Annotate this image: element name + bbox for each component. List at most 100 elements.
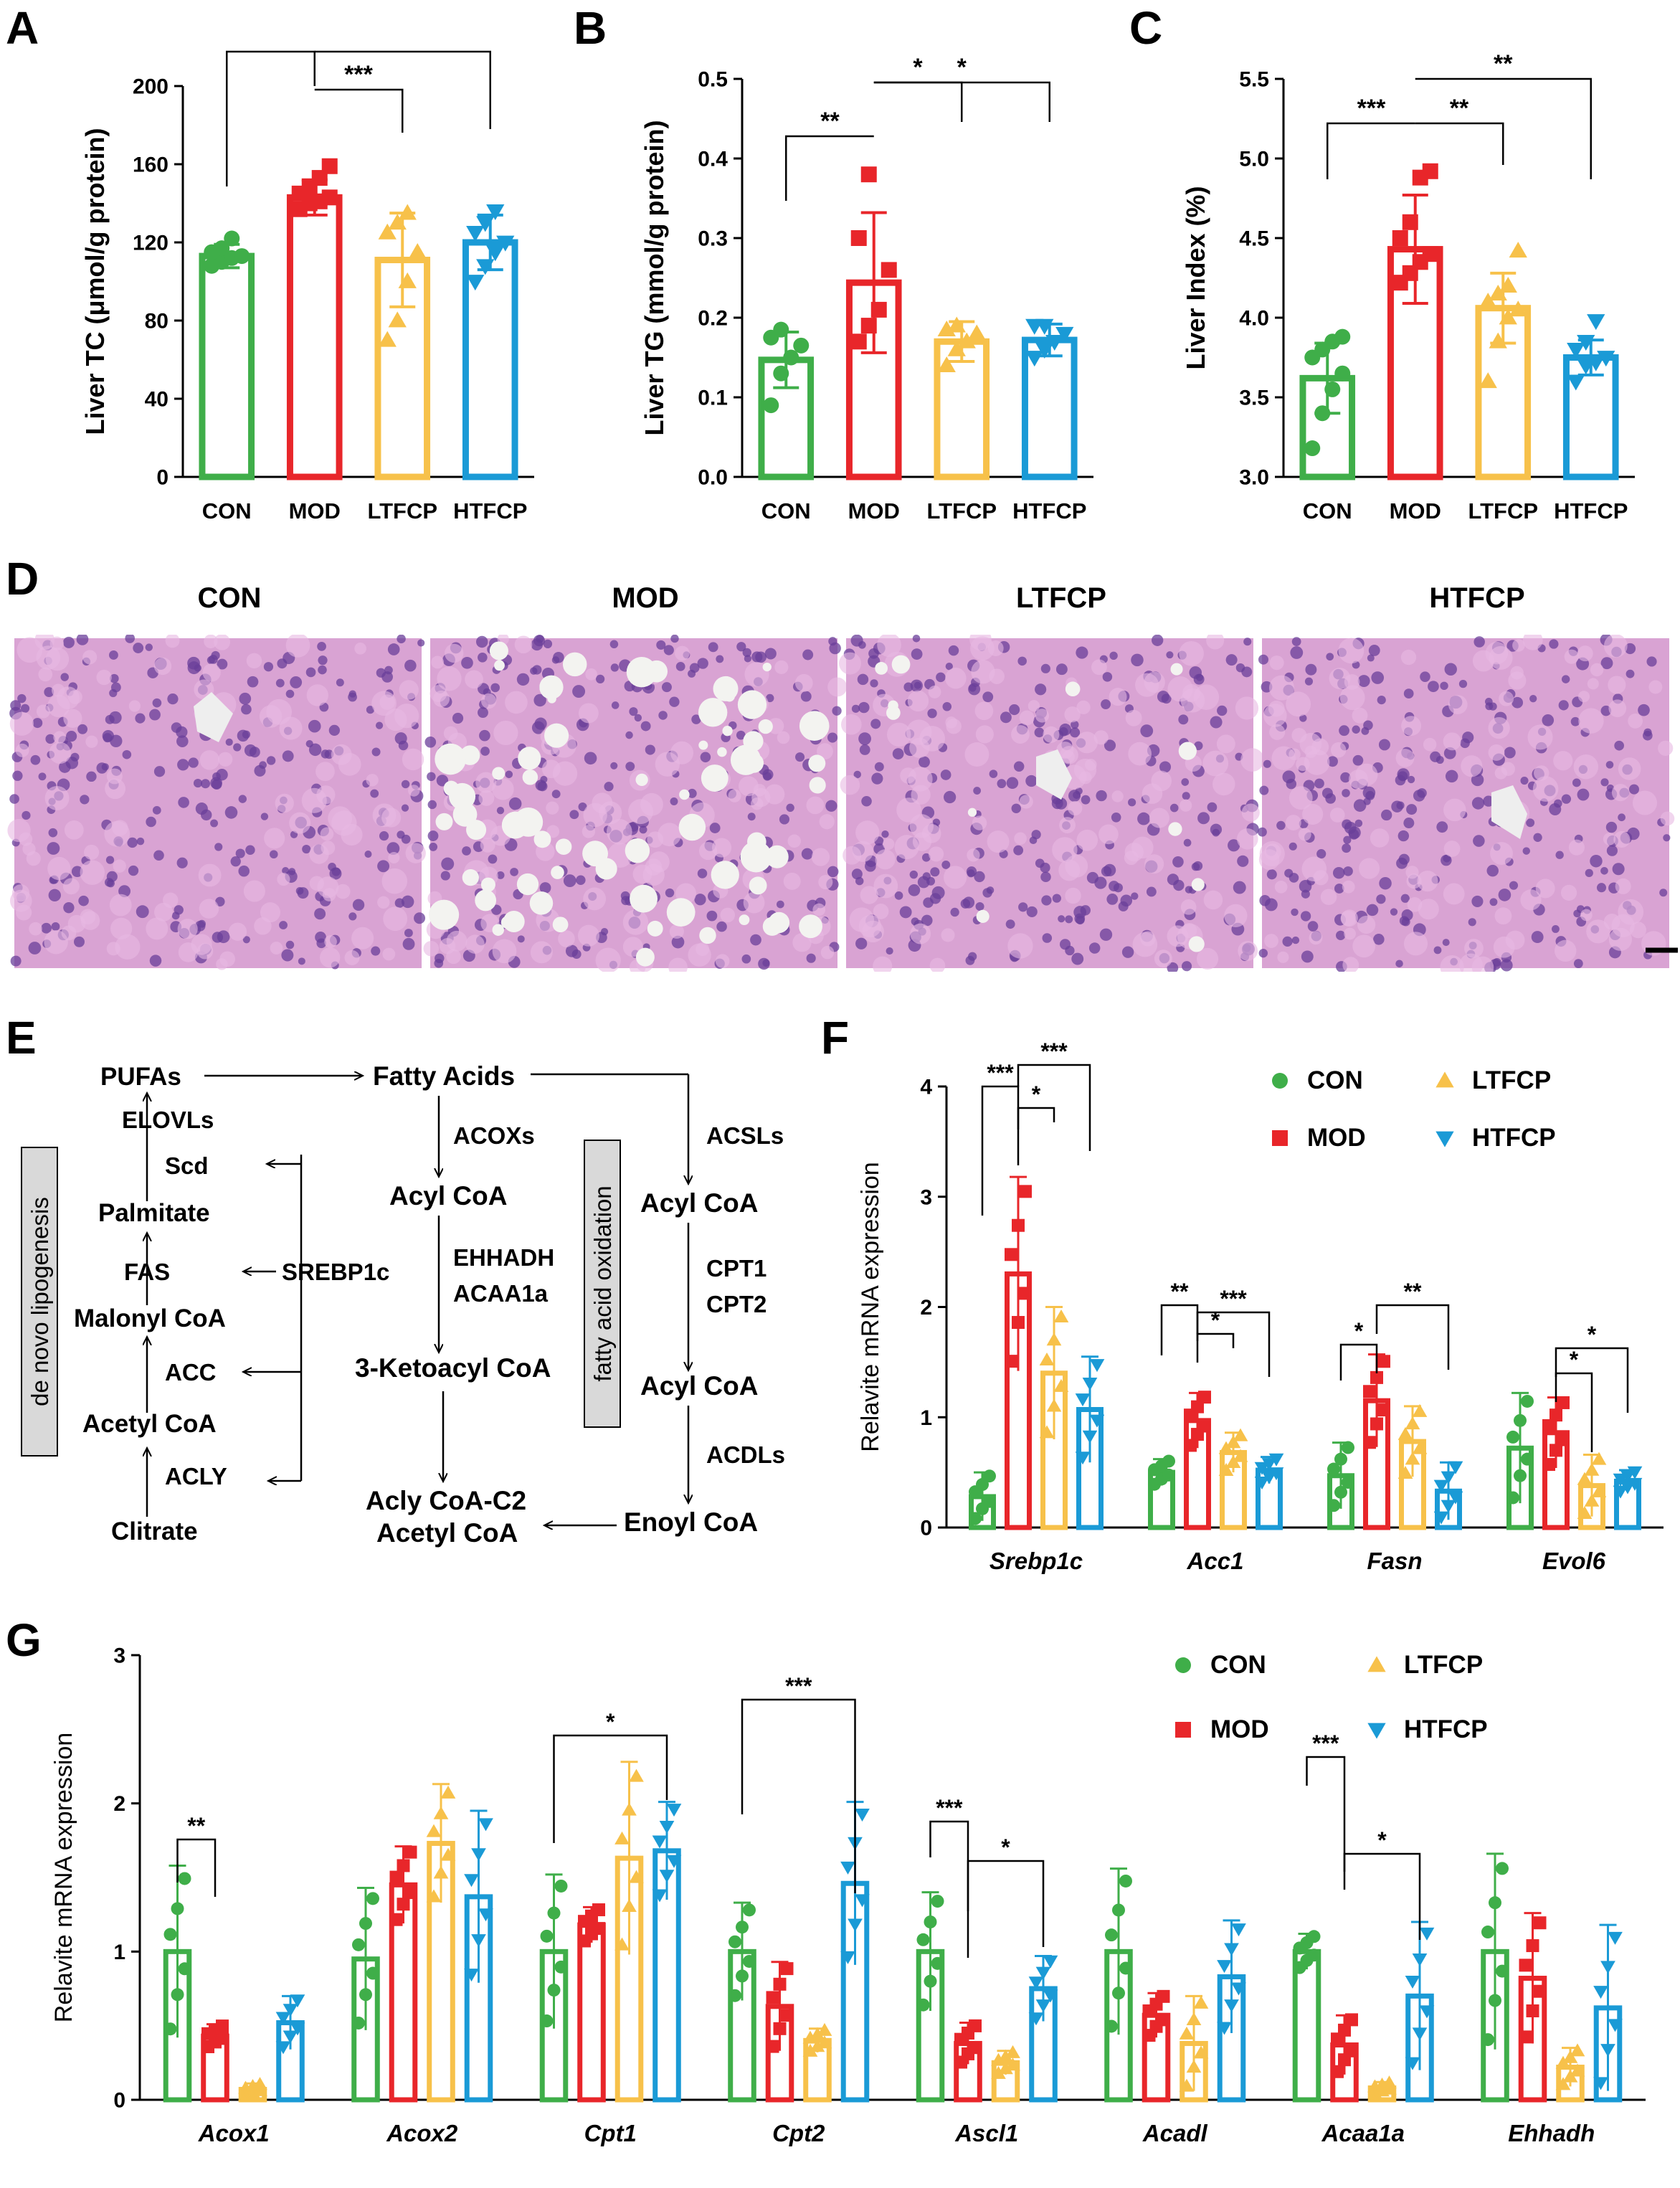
oxidation-label: fatty acid oxidation — [589, 1185, 616, 1381]
significance-bracket — [1339, 1343, 1378, 1380]
x-tick-label: Acadl — [1142, 2120, 1208, 2146]
nucleus — [1258, 654, 1269, 665]
data-point — [1448, 1491, 1463, 1505]
nucleus — [764, 648, 777, 660]
significance-bracket — [314, 88, 404, 133]
lipid-vacuole — [809, 777, 826, 794]
data-point — [163, 2022, 177, 2036]
nucleus — [1371, 671, 1385, 684]
nucleus — [239, 692, 252, 705]
cytoplasm — [381, 808, 402, 828]
y-axis-title: Liver TG (mmol/g protein) — [640, 120, 669, 435]
lipogenesis-box — [21, 1147, 58, 1457]
nucleus — [1397, 771, 1408, 782]
cytoplasm — [493, 720, 518, 746]
data-point — [283, 2004, 298, 2017]
data-point — [743, 1903, 756, 1917]
data-point — [860, 166, 877, 183]
nucleus — [476, 635, 488, 648]
cytoplasm — [67, 914, 86, 933]
nucleus — [1300, 911, 1311, 922]
nucleus — [1258, 827, 1267, 837]
nucleus — [1159, 761, 1172, 773]
nucleus — [1627, 827, 1640, 840]
data-point — [729, 1935, 741, 1948]
cytoplasm — [971, 660, 995, 684]
data-point — [840, 1951, 855, 1964]
data-point — [1397, 1426, 1413, 1440]
nucleus — [1381, 809, 1392, 821]
nucleus — [1052, 894, 1061, 903]
y-tick-label: 3 — [113, 1644, 125, 1668]
nucleus — [266, 756, 276, 765]
nucleus — [1520, 776, 1529, 785]
nucleus — [1600, 778, 1609, 787]
nucleus — [1106, 894, 1119, 905]
data-point — [398, 204, 417, 220]
nucleus — [336, 678, 344, 687]
nucleus — [1365, 790, 1375, 800]
nucleus — [1042, 933, 1053, 943]
cytoplasm — [1263, 704, 1287, 727]
cytoplasm — [277, 872, 290, 886]
node-enoyl-coa: Enoyl CoA — [624, 1507, 758, 1537]
data-point — [736, 1969, 749, 1983]
nucleus — [328, 724, 341, 737]
data-point — [440, 1847, 456, 1861]
cytoplasm — [1603, 833, 1616, 846]
data-point — [1225, 1454, 1241, 1468]
y-tick-label: 3.5 — [1239, 387, 1269, 410]
data-point — [916, 1933, 930, 1946]
nucleus — [532, 665, 542, 675]
pathway-diagram: PUFAs ELOVLs Scd Palmitate FAS SREBP1c M… — [21, 1061, 785, 1548]
nucleus — [101, 763, 109, 771]
significance-label: *** — [1040, 1038, 1068, 1064]
data-point — [1392, 230, 1408, 246]
cytoplasm — [1180, 899, 1197, 915]
cytoplasm — [67, 690, 82, 704]
cytoplasm — [873, 873, 898, 899]
cytoplasm — [632, 864, 652, 884]
nucleus — [1343, 835, 1352, 844]
data-point — [378, 223, 397, 240]
data-point — [540, 1929, 554, 1943]
data-point — [1441, 1471, 1456, 1484]
nucleus — [779, 814, 790, 825]
cytoplasm — [1269, 724, 1286, 740]
cytoplasm — [1128, 742, 1152, 766]
data-point — [398, 272, 417, 288]
nucleus — [1600, 657, 1613, 670]
significance-bracket — [741, 1698, 856, 1893]
nucleus — [417, 639, 425, 647]
legend-marker-htfcp — [1435, 1131, 1454, 1147]
cytoplasm — [388, 851, 400, 864]
data-point — [554, 1960, 568, 1974]
nucleus — [44, 687, 54, 697]
y-tick-label: 2 — [920, 1296, 932, 1320]
lipid-vacuole — [722, 726, 733, 737]
y-tick-label: 4 — [920, 1076, 932, 1099]
significance-label: * — [1377, 1827, 1387, 1853]
nucleus — [1131, 653, 1144, 667]
nucleus — [1140, 724, 1154, 738]
nucleus — [610, 663, 619, 672]
cytoplasm — [1443, 732, 1461, 751]
data-point — [1307, 1930, 1321, 1943]
data-point — [1526, 1939, 1539, 1953]
cytoplasm — [873, 956, 893, 972]
data-point — [224, 230, 240, 247]
lipid-vacuole — [740, 840, 772, 873]
data-point — [1422, 163, 1438, 179]
data-point — [1377, 1403, 1390, 1417]
nucleus — [1626, 669, 1635, 678]
cytoplasm — [1400, 649, 1417, 666]
nucleus — [1305, 663, 1317, 676]
cytoplasm — [1527, 724, 1553, 750]
data-point — [976, 1478, 989, 1492]
lipid-vacuole — [711, 861, 739, 889]
nucleus — [318, 655, 328, 666]
data-point — [1233, 1449, 1248, 1462]
cytoplasm — [382, 947, 396, 961]
nucleus — [1058, 915, 1066, 923]
panel-label-e: E — [6, 1012, 37, 1064]
